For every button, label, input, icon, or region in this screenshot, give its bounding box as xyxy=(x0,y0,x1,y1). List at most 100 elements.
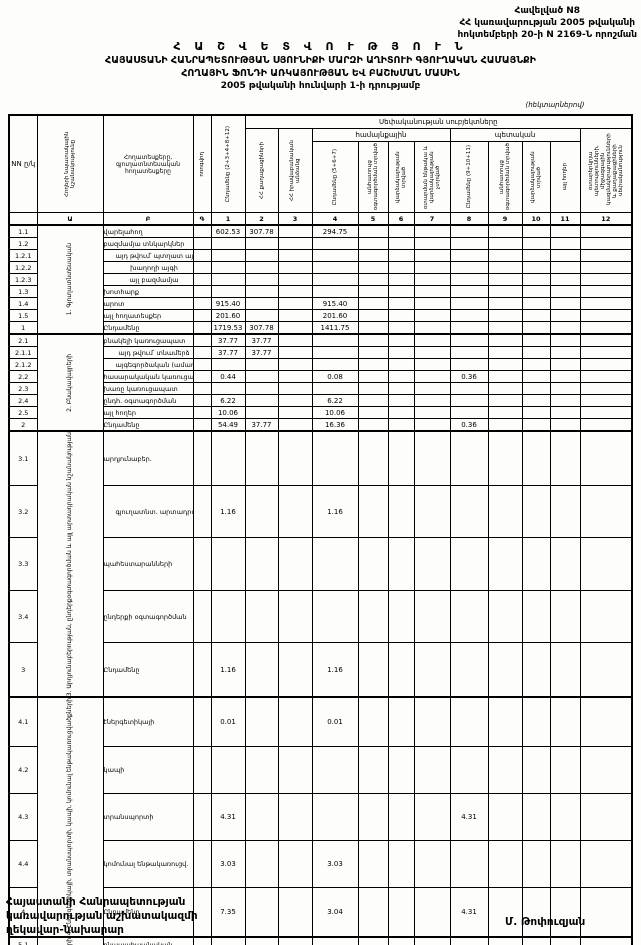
category-group-cell: 5. Հատուկ պահպանվող տարածքների xyxy=(36,935,104,945)
community-free-use-header: անհատույց օգտագործման տրված xyxy=(357,141,389,213)
value-cell xyxy=(579,745,633,794)
value-cell xyxy=(311,792,359,841)
land-type-cell: Ընդամենը xyxy=(102,418,194,432)
value-cell xyxy=(357,333,389,347)
land-type-cell: տրանսպորտի xyxy=(102,792,194,841)
value-cell xyxy=(311,382,359,395)
value-cell xyxy=(579,430,633,487)
value-cell: 1.16 xyxy=(210,485,246,539)
value-cell xyxy=(192,249,212,262)
table-row: 3.3 պահեստարանների xyxy=(8,537,633,591)
irrigated-column-header: ոռոգվող xyxy=(192,114,212,213)
value-cell xyxy=(244,589,279,644)
row-number-cell: 2.3 xyxy=(8,382,38,395)
value-cell xyxy=(277,406,313,419)
value-cell xyxy=(521,418,551,432)
value-cell xyxy=(277,887,313,938)
table-row: 4 Ընդամենը 7.35 3.04 4.31 xyxy=(8,887,633,938)
value-cell xyxy=(357,418,389,432)
value-cell: 3.03 xyxy=(311,839,359,889)
value-cell xyxy=(244,261,279,274)
land-type-cell: այլ հողատեսքեր xyxy=(102,309,194,322)
value-cell xyxy=(192,285,212,298)
value-cell xyxy=(387,935,415,945)
value-cell xyxy=(449,309,489,322)
total-column-header: Ընդամենը (2+3+4+8+12) xyxy=(210,114,246,213)
value-cell xyxy=(487,382,523,395)
value-cell xyxy=(449,430,489,487)
value-cell xyxy=(521,589,551,644)
value-cell xyxy=(487,696,523,747)
value-cell: 1719.53 xyxy=(210,321,246,335)
value-cell xyxy=(277,839,313,889)
row-number-cell: 1.4 xyxy=(8,297,38,310)
value-cell xyxy=(549,589,581,644)
value-cell xyxy=(192,537,212,591)
column-index-cell: 12 xyxy=(579,212,633,226)
value-cell xyxy=(277,642,313,698)
value-cell xyxy=(413,309,451,322)
value-cell xyxy=(357,394,389,407)
value-cell xyxy=(579,696,633,747)
value-cell xyxy=(579,370,633,383)
value-cell xyxy=(413,589,451,644)
value-cell xyxy=(311,237,359,250)
value-cell: 0.44 xyxy=(210,370,246,383)
value-cell xyxy=(192,370,212,383)
value-cell xyxy=(579,309,633,322)
land-type-cell: արոտ xyxy=(102,297,194,310)
value-cell xyxy=(387,406,415,419)
value-cell xyxy=(579,792,633,841)
table-row: 1.3 խոտհարք xyxy=(8,285,633,298)
table-row: 5.1 5. Հատուկ պահպանվող տարածքների բնապահպ… xyxy=(8,935,633,945)
value-cell xyxy=(277,382,313,395)
value-cell xyxy=(579,589,633,644)
value-cell xyxy=(487,346,523,359)
value-cell xyxy=(549,642,581,698)
value-cell xyxy=(521,346,551,359)
land-type-cell: խոտհարք xyxy=(102,285,194,298)
column-index-cell: 5 xyxy=(357,212,389,226)
value-cell xyxy=(210,537,246,591)
value-cell xyxy=(549,839,581,889)
value-cell xyxy=(487,839,523,889)
land-type-cell: բնակելի կառուցապատ xyxy=(102,333,194,347)
column-index-cell: 1 xyxy=(210,212,246,226)
value-cell xyxy=(413,224,451,238)
value-cell xyxy=(549,418,581,432)
value-cell xyxy=(357,935,389,945)
value-cell xyxy=(277,285,313,298)
row-number-cell: 1.2.3 xyxy=(8,273,38,286)
value-cell xyxy=(357,887,389,938)
value-cell xyxy=(277,485,313,539)
land-type-cell: Ընդամենը xyxy=(102,642,194,698)
column-index-cell: Ա xyxy=(36,212,104,226)
value-cell xyxy=(487,642,523,698)
value-cell xyxy=(357,589,389,644)
value-cell xyxy=(357,696,389,747)
value-cell xyxy=(244,370,279,383)
value-cell xyxy=(277,261,313,274)
value-cell xyxy=(357,285,389,298)
value-cell xyxy=(521,745,551,794)
value-cell xyxy=(413,285,451,298)
value-cell: 37.77 xyxy=(244,418,279,432)
row-number-cell: 1.3 xyxy=(8,285,38,298)
value-cell xyxy=(413,394,451,407)
land-type-cell: այլ բազմամյա xyxy=(102,273,194,286)
value-cell xyxy=(244,430,279,487)
value-cell xyxy=(357,237,389,250)
value-cell xyxy=(579,839,633,889)
value-cell xyxy=(487,745,523,794)
value-cell xyxy=(487,261,523,274)
value-cell xyxy=(192,237,212,250)
value-cell xyxy=(487,370,523,383)
row-number-cell: 2.5 xyxy=(8,406,38,419)
value-cell xyxy=(277,273,313,286)
value-cell xyxy=(357,261,389,274)
value-cell xyxy=(487,285,523,298)
value-cell xyxy=(449,839,489,889)
value-cell: 201.60 xyxy=(311,309,359,322)
value-cell xyxy=(549,696,581,747)
value-cell xyxy=(387,224,415,238)
